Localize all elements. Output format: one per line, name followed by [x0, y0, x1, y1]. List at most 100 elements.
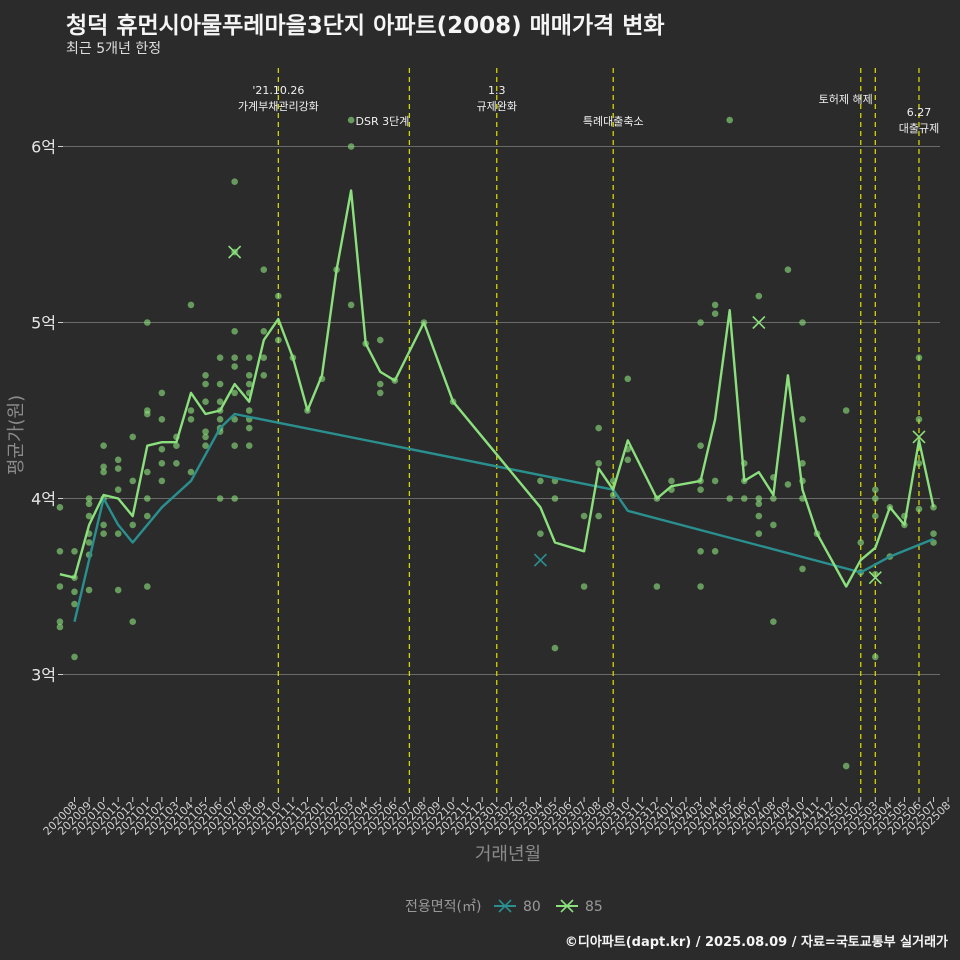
transaction-point: [260, 372, 268, 379]
transaction-point: [202, 380, 209, 388]
transaction-point: [770, 495, 777, 502]
legend-key-cross: [498, 899, 512, 913]
transaction-point: [245, 354, 253, 362]
transaction-point: [85, 500, 93, 508]
transaction-point: [202, 398, 209, 406]
transaction-point: [740, 495, 748, 502]
transaction-point: [158, 445, 166, 453]
transaction-point: [158, 460, 166, 467]
y-axis-title: 평균가(원): [6, 395, 27, 475]
transaction-point: [129, 618, 137, 625]
transaction-point: [711, 310, 719, 318]
transaction-point: [231, 178, 238, 185]
event-label: DSR 3단계: [356, 115, 410, 128]
event-label: 규제완화: [476, 100, 516, 113]
transaction-point: [85, 495, 93, 502]
transaction-point: [71, 548, 78, 555]
transaction-point: [129, 521, 137, 529]
transaction-point: [260, 354, 268, 362]
average-price-lines: [59, 189, 935, 622]
transaction-point: [144, 319, 151, 326]
transaction-point: [71, 588, 78, 596]
transaction-point: [784, 266, 792, 274]
event-label: 1.3: [488, 84, 506, 97]
transaction-point: [216, 354, 224, 362]
cross-markers: [228, 245, 926, 585]
transaction-point: [842, 407, 850, 414]
transaction-point: [275, 336, 282, 344]
legend-label: 85: [585, 899, 603, 915]
transaction-point: [202, 433, 209, 441]
cross-marker: [912, 430, 926, 444]
transaction-point: [755, 500, 763, 508]
transaction-point: [231, 495, 238, 502]
event-label: '21.10.26: [252, 84, 304, 97]
transaction-point: [144, 583, 151, 590]
transaction-point: [668, 477, 675, 485]
transaction-point: [100, 463, 107, 471]
transaction-point: [799, 319, 806, 326]
axes: 3억4억5억6억20200820200920201020201120201220…: [31, 138, 953, 838]
transaction-point: [857, 539, 865, 546]
transaction-point: [231, 416, 238, 423]
transaction-point: [770, 521, 777, 529]
transaction-point: [114, 530, 122, 537]
transaction-point: [915, 416, 923, 423]
transaction-point: [144, 495, 151, 502]
transaction-point: [930, 530, 937, 537]
cross-marker-stroke: [533, 553, 547, 567]
transaction-point: [376, 389, 384, 397]
transaction-point: [202, 428, 209, 435]
cross-marker: [228, 245, 242, 259]
transaction-point: [173, 460, 180, 467]
event-label: 6.27: [907, 106, 932, 119]
transaction-point: [915, 505, 923, 513]
transaction-point: [245, 372, 253, 379]
transaction-point: [275, 292, 282, 300]
transaction-point: [784, 481, 792, 488]
legend-label: 80: [523, 899, 541, 915]
transaction-point: [872, 512, 879, 520]
transaction-point: [376, 380, 384, 388]
transaction-point: [100, 442, 107, 450]
transaction-point: [755, 495, 763, 502]
transaction-point: [56, 583, 64, 590]
transaction-point: [872, 653, 879, 661]
transaction-point: [711, 548, 719, 555]
transaction-point: [187, 468, 195, 476]
transaction-point: [872, 495, 879, 502]
transaction-point: [930, 504, 937, 511]
transaction-point: [114, 586, 122, 594]
transaction-point: [56, 504, 64, 511]
transaction-point: [202, 372, 209, 379]
transaction-point: [187, 407, 195, 414]
legend-title: 전용면적(㎡): [405, 899, 481, 915]
transaction-point: [726, 495, 733, 502]
transaction-point: [114, 465, 122, 472]
transaction-point: [799, 460, 806, 467]
transaction-point: [231, 328, 238, 335]
transaction-point: [711, 301, 719, 309]
transaction-point: [842, 762, 850, 770]
transaction-point: [260, 328, 268, 335]
cross-marker-stroke: [752, 315, 766, 330]
transaction-point: [537, 530, 544, 537]
transaction-point: [799, 565, 806, 573]
event-label: 토허제 해제: [819, 92, 873, 106]
transaction-point: [158, 477, 166, 485]
transaction-point: [173, 442, 180, 450]
y-tick-label: 3억: [31, 666, 56, 685]
transaction-point: [245, 407, 253, 414]
transaction-point: [755, 530, 763, 537]
transaction-point: [231, 363, 238, 370]
transaction-point: [245, 424, 253, 432]
transaction-point: [144, 410, 151, 418]
source-caption: ©디아파트(dapt.kr) / 2025.08.09 / 자료=국토교통부 실…: [564, 935, 948, 950]
y-tick-label: 4억: [31, 490, 56, 509]
transaction-point: [71, 600, 78, 608]
transaction-point: [537, 477, 544, 485]
transaction-point: [551, 644, 559, 652]
transaction-point: [755, 292, 763, 300]
transaction-point: [231, 354, 238, 362]
y-tick-label: 5억: [31, 314, 56, 333]
